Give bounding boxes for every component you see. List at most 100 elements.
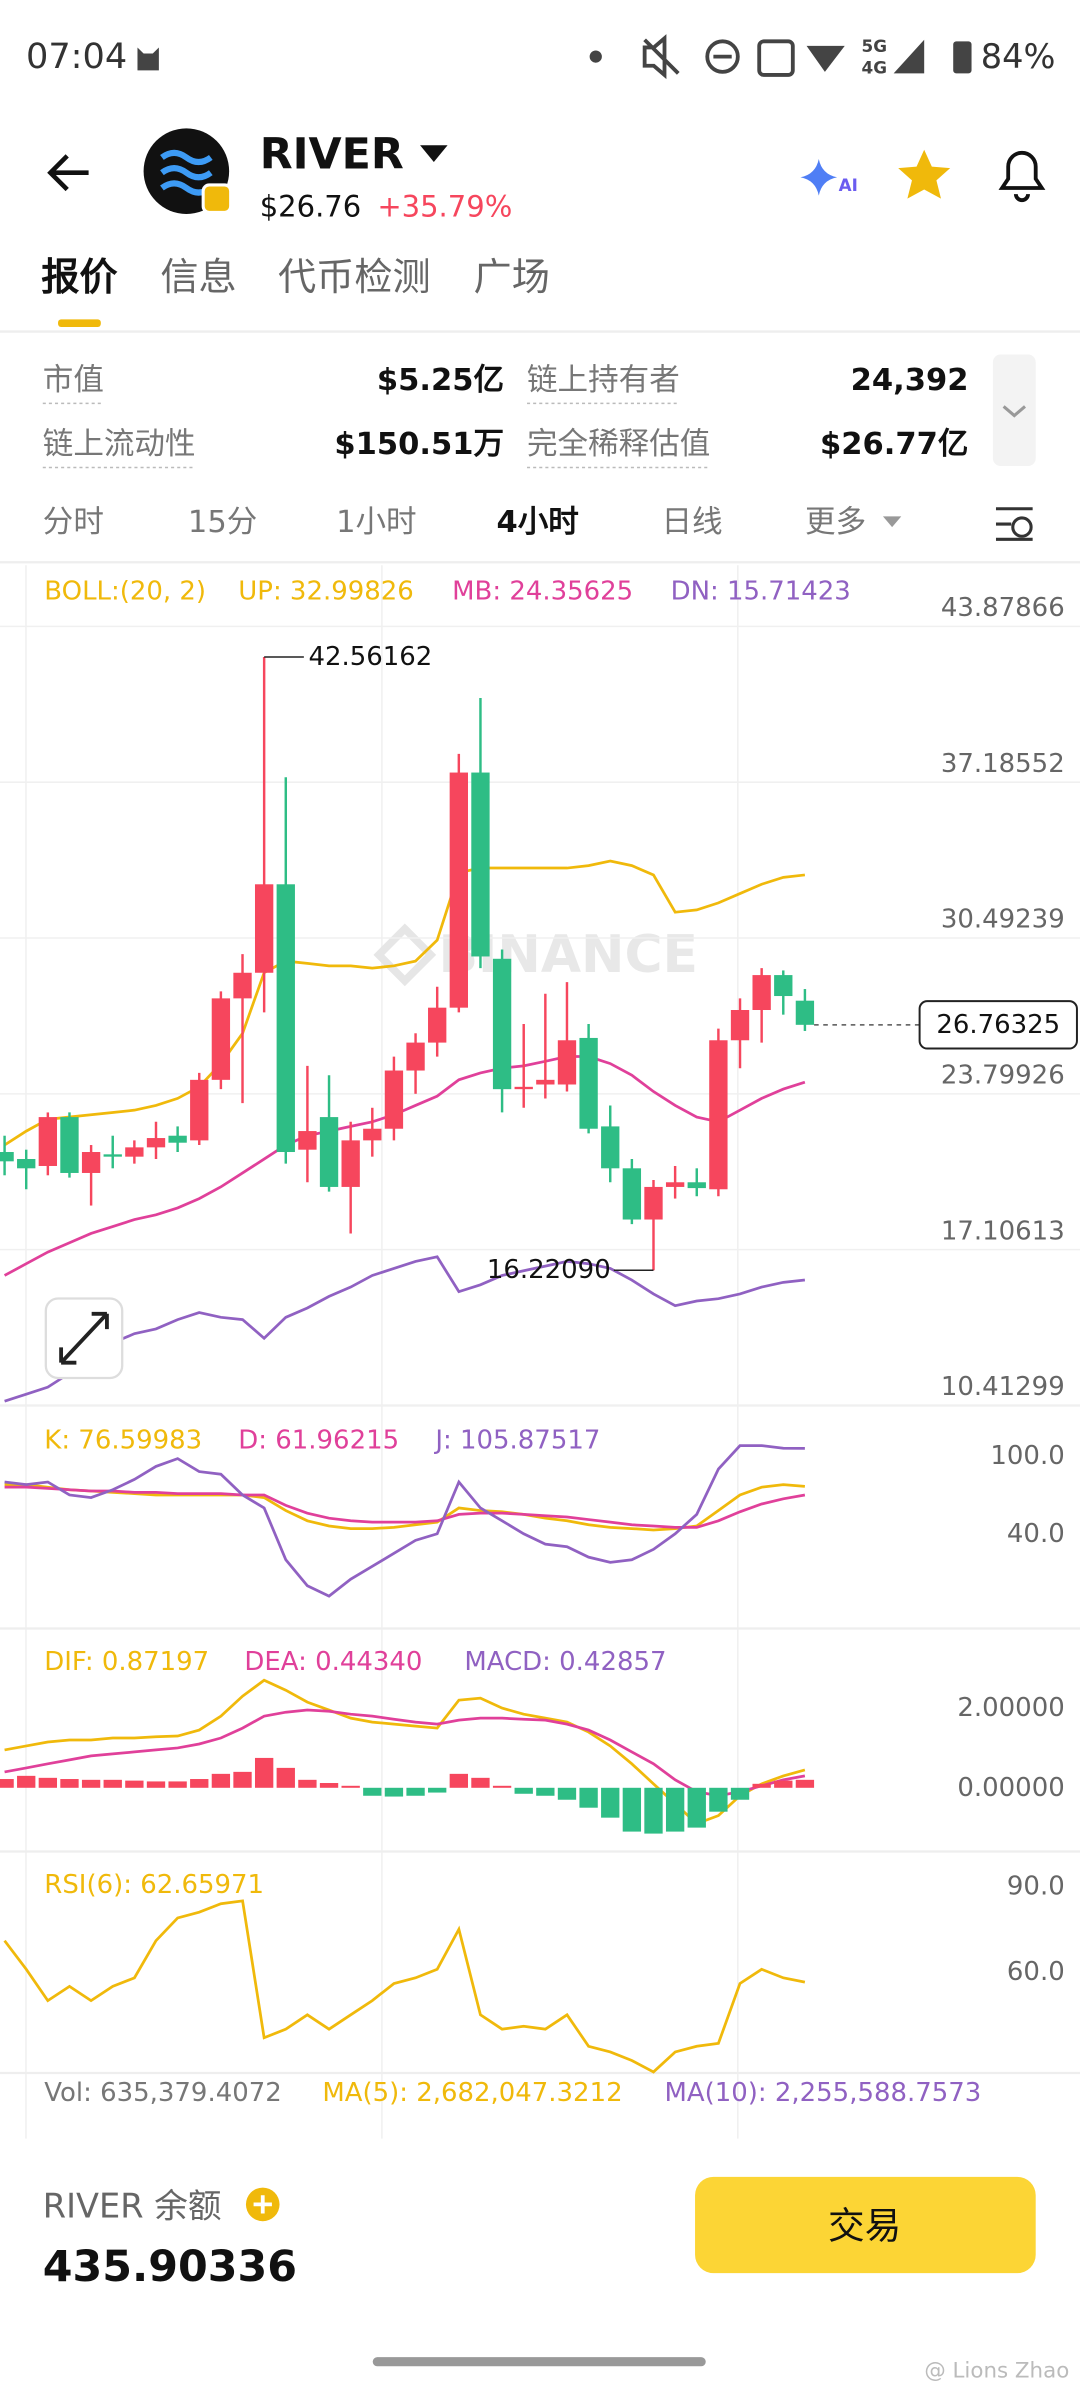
add-icon [253,2195,272,2214]
legend-entry: MACD: 0.42857 [464,1647,666,1677]
histogram-bar [146,1781,166,1788]
candle-body [622,1168,642,1220]
histogram-bar [190,1779,209,1788]
candle-body [384,1070,404,1129]
candle-body [795,1000,815,1025]
timeframe[interactable]: 分时 [43,505,104,540]
y-tick-label: 17.10613 [941,1216,1065,1246]
charts: 10.41299 17.10613 23.79926 30.49239 37.18552… [0,576,1080,2074]
home-indicator [372,2357,706,2367]
timeframe[interactable]: 15分 [188,505,257,540]
network-4g: 4G [862,57,887,77]
histogram-bar [384,1787,404,1797]
series-line [4,1255,806,1403]
histogram-bar [125,1780,144,1788]
back-button[interactable] [47,154,89,192]
histogram-bar [319,1783,339,1788]
chevron [1002,405,1027,418]
balance-label: RIVER 余额 [43,2186,222,2225]
mute-icon [642,34,680,80]
histogram-bar [0,1779,14,1788]
tab[interactable]: 报价 [41,256,118,300]
legend-entry: K: 76.59983 [44,1426,202,1456]
y-tick-label: 100.0 [990,1441,1064,1471]
histogram-bar [168,1781,187,1788]
tab[interactable]: 代币检测 [278,256,431,300]
candle-body [146,1138,166,1148]
histogram-bar [254,1757,274,1788]
wifi-icon [806,45,845,72]
more-dropdown[interactable] [882,516,902,528]
y-tick-label: 43.87866 [941,593,1065,623]
battery-level: 84% [981,37,1056,76]
y-tick-label: 30.49239 [941,905,1065,935]
max-label: 42.56162 [308,642,432,672]
candle-body [190,1079,209,1141]
trade-button[interactable] [695,2176,1036,2274]
stat-label: 完全稀释估值 [527,427,710,462]
dnd-icon [705,39,740,74]
stat-value: $150.51万 [334,427,504,462]
histogram-bar [298,1779,317,1788]
histogram-bar [341,1785,360,1788]
timeframe[interactable]: 4小时 [496,505,578,540]
histogram-bar [406,1787,425,1796]
stats: 市值 $5.25亿 链上持有者 24,392 链上流动性 $150.51万 完全稀释估值 $2… [42,363,968,469]
legend-entry: RSI(6): 62.65971 [44,1870,264,1900]
chart-settings[interactable] [995,507,1033,541]
candle-body [644,1186,663,1220]
series-line [4,1708,806,1798]
timeframe[interactable]: 日线 [661,505,722,540]
histogram-bar [514,1787,533,1794]
y-tick-label: 37.18552 [941,749,1065,779]
symbol-dropdown[interactable] [420,145,448,163]
candle-body [709,1040,728,1190]
candle-body [665,1182,685,1187]
battery-icon [953,41,972,74]
y-tick-label: 23.79926 [941,1060,1065,1090]
candle-body [601,1126,620,1169]
volume-label: Vol: 635,379.4072 [44,2078,281,2108]
tab[interactable]: 广场 [474,256,550,300]
tab[interactable]: 信息 [160,256,236,300]
alert-button[interactable] [998,150,1046,203]
last-price-label: 26.76325 [936,1010,1060,1040]
legend-entry: MB: 24.35625 [452,576,633,606]
timeframe[interactable]: 1小时 [336,505,417,540]
status-time: 07:04 [26,36,127,77]
series-line [4,1485,806,1529]
y-tick-label: 10.41299 [941,1372,1065,1402]
histogram-bar [17,1775,36,1788]
favorite-button[interactable] [898,149,951,199]
histogram-bar [752,1783,771,1788]
histogram-bar [687,1787,706,1828]
candle-body [319,1117,339,1187]
token-price: $26.76 [260,189,362,223]
ai-label: AI [839,175,858,195]
candle-body [276,884,295,1153]
candle-body [536,1079,555,1085]
histogram-bar [557,1787,577,1800]
legend-entry: UP: 32.99826 [238,576,413,606]
candle-body [514,1086,533,1090]
y-tick-label: 2.00000 [957,1693,1064,1723]
histogram-bar [211,1773,231,1788]
ai-button[interactable] [800,158,838,196]
candle-body [211,998,231,1080]
expand-stats[interactable] [992,354,1036,466]
y-tick-label: 0.00000 [957,1773,1064,1803]
tab-indicator [58,319,101,327]
series-line [4,1444,805,1598]
min-label: 16.22090 [487,1255,611,1285]
stat-value: $26.77亿 [820,427,968,462]
timeframe[interactable]: 更多 [805,505,866,540]
candle-body [233,972,252,999]
candle-body [557,1040,577,1085]
candle-body [471,772,490,957]
histogram-bar [492,1785,512,1788]
candle-body [774,975,793,997]
histogram-bar [276,1767,295,1788]
candle-body [406,1042,425,1071]
